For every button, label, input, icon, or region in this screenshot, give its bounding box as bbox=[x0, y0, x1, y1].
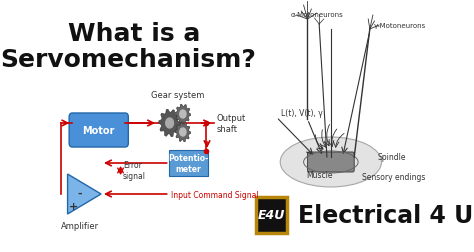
Text: Potentio-
meter: Potentio- meter bbox=[168, 154, 209, 173]
Ellipse shape bbox=[280, 137, 382, 187]
Polygon shape bbox=[68, 174, 101, 214]
Text: Spindle: Spindle bbox=[378, 153, 406, 162]
Circle shape bbox=[166, 118, 173, 129]
Text: What is a: What is a bbox=[68, 22, 201, 46]
Text: E4U: E4U bbox=[258, 209, 285, 222]
Text: Error
signal: Error signal bbox=[123, 161, 146, 180]
Text: -: - bbox=[78, 188, 82, 198]
Text: +: + bbox=[69, 201, 78, 211]
FancyBboxPatch shape bbox=[169, 150, 208, 176]
Text: Gear system: Gear system bbox=[151, 91, 204, 100]
Text: Servomechanism?: Servomechanism? bbox=[0, 48, 256, 72]
Text: Electrical 4 U: Electrical 4 U bbox=[298, 203, 474, 227]
Polygon shape bbox=[175, 123, 191, 142]
Text: Amplifier: Amplifier bbox=[61, 221, 99, 230]
Circle shape bbox=[180, 111, 186, 118]
Text: α-Motoneurons: α-Motoneurons bbox=[291, 12, 343, 18]
Text: Output
shaft: Output shaft bbox=[216, 114, 246, 133]
Polygon shape bbox=[159, 110, 181, 137]
FancyBboxPatch shape bbox=[308, 152, 354, 172]
Text: Sensory endings: Sensory endings bbox=[362, 173, 425, 182]
FancyBboxPatch shape bbox=[69, 114, 128, 147]
Text: Input Command Signal: Input Command Signal bbox=[171, 190, 259, 199]
Circle shape bbox=[180, 129, 186, 137]
Text: Muscle: Muscle bbox=[306, 170, 332, 179]
Text: γ-Motoneurons: γ-Motoneurons bbox=[374, 23, 426, 29]
Text: L(t), V(t), γ: L(t), V(t), γ bbox=[281, 109, 323, 117]
Polygon shape bbox=[175, 105, 191, 124]
FancyBboxPatch shape bbox=[256, 197, 287, 233]
Text: Motor: Motor bbox=[82, 125, 115, 136]
